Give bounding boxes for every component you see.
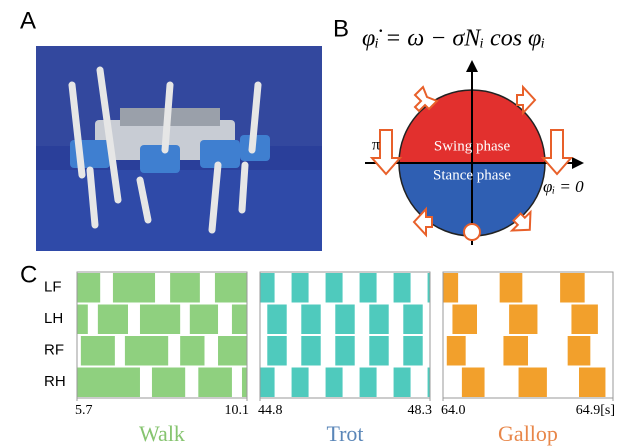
stance-bar	[77, 273, 100, 303]
stance-bar	[260, 273, 275, 303]
stance-bar	[568, 336, 591, 366]
figure: A B φ̇ᵢ = ω − σNᵢ cos φᵢ	[0, 0, 623, 448]
stance-bar	[267, 305, 286, 335]
stance-bar	[267, 336, 286, 366]
x-tick-label: 44.8	[258, 403, 283, 418]
stance-bar	[571, 305, 597, 335]
stance-bar	[360, 273, 377, 303]
stance-bar	[326, 273, 343, 303]
leg-label: LH	[44, 310, 63, 327]
gait-name: Walk	[139, 421, 185, 446]
stance-bar	[215, 273, 247, 303]
stance-bar	[301, 336, 320, 366]
stance-bar	[81, 336, 115, 366]
stance-bar	[242, 368, 247, 398]
leg-label: RH	[44, 373, 66, 390]
stance-bar	[260, 368, 275, 398]
stance-bar	[500, 273, 523, 303]
stance-bar	[443, 273, 458, 303]
leg-label: LF	[44, 279, 62, 296]
stance-bar	[292, 273, 309, 303]
stance-bar	[113, 273, 155, 303]
swing-label: Swing phase	[434, 138, 511, 154]
stance-bar	[394, 273, 411, 303]
equation: φ̇ᵢ = ω − σNᵢ cos φᵢ	[362, 26, 545, 52]
zero-label: φᵢ = 0	[543, 177, 584, 196]
stance-bar	[218, 336, 247, 366]
stance-bar	[369, 305, 388, 335]
stance-bar	[170, 273, 200, 303]
x-tick-label: 64.9[s]	[576, 403, 615, 418]
panel-label: A	[20, 7, 36, 34]
stance-bar	[198, 368, 232, 398]
stance-bar	[509, 305, 537, 335]
stance-bar	[335, 336, 354, 366]
stance-bar	[462, 368, 485, 398]
stance-bar	[292, 368, 309, 398]
panel-label: C	[20, 261, 37, 288]
stance-bar	[560, 273, 585, 303]
stance-bar	[232, 305, 247, 335]
stance-bar	[403, 305, 422, 335]
stance-bar	[503, 336, 528, 366]
stance-bar	[579, 368, 605, 398]
stance-bar	[326, 368, 343, 398]
stance-bar	[452, 305, 477, 335]
stance-bar	[180, 336, 204, 366]
stance-bar	[519, 368, 547, 398]
stance-bar	[77, 305, 88, 335]
leg-label: RF	[44, 342, 64, 359]
stance-bar	[190, 305, 218, 335]
gait-name: Trot	[326, 421, 363, 446]
gait-name: Gallop	[498, 421, 558, 446]
stance-bar	[403, 336, 422, 366]
stance-bar	[360, 368, 377, 398]
stance-bar	[125, 336, 168, 366]
stance-bar	[335, 305, 354, 335]
x-tick-label: 10.1	[225, 403, 250, 418]
stance-label: Stance phase	[433, 167, 511, 183]
stance-bar	[152, 368, 185, 398]
stance-bar	[140, 305, 180, 335]
stance-bar	[98, 305, 128, 335]
x-tick-label: 48.3	[408, 403, 433, 418]
panel-label: B	[333, 15, 349, 42]
x-tick-label: 64.0	[441, 403, 466, 418]
robot-photo	[36, 46, 322, 251]
stance-bar	[301, 305, 320, 335]
stance-bar	[369, 336, 388, 366]
stance-bar	[77, 368, 140, 398]
pi-label: π	[372, 137, 380, 154]
x-tick-label: 5.7	[75, 403, 93, 418]
stance-bar	[447, 336, 466, 366]
stance-bar	[394, 368, 411, 398]
